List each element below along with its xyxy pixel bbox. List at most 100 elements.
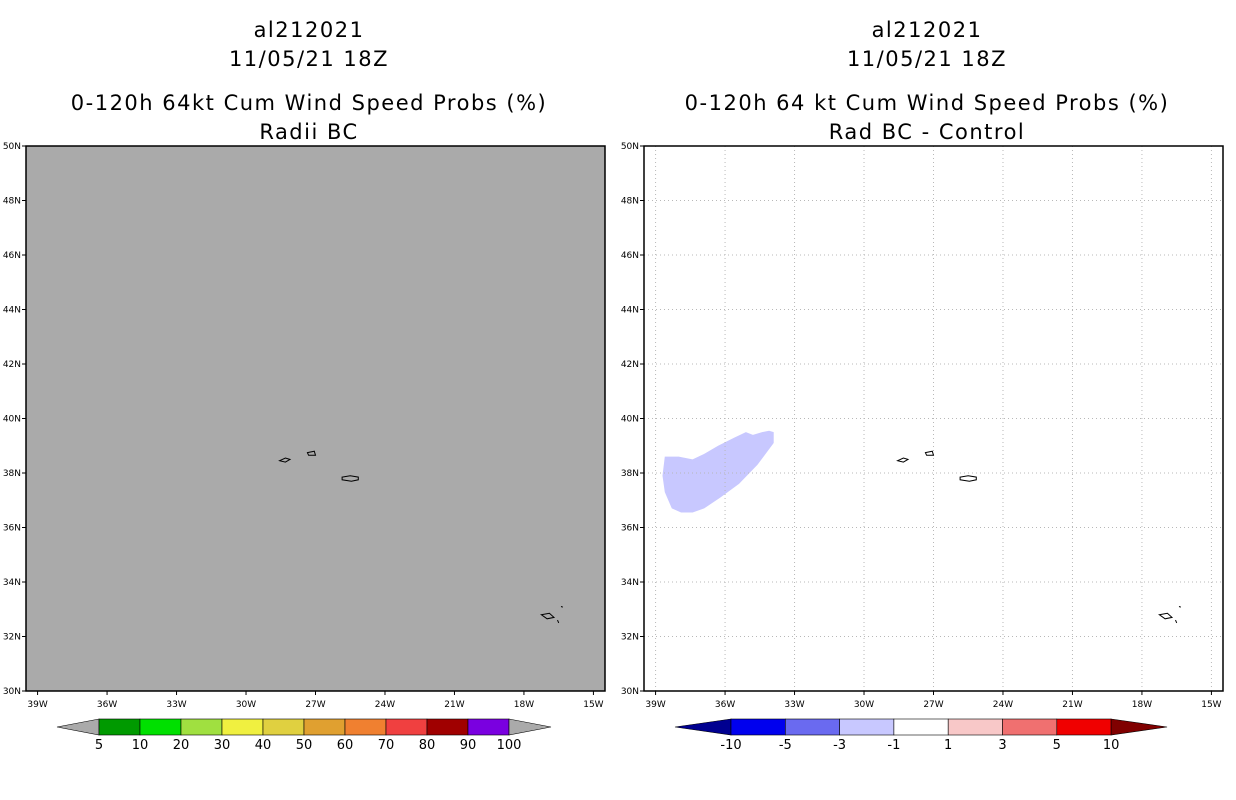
- lat-tick-label: 46N: [3, 251, 21, 261]
- colorbar-swatch: [180, 718, 223, 736]
- lat-tick-label: 48N: [621, 197, 639, 207]
- datetime: 11/05/21 18Z: [846, 47, 1008, 71]
- colorbar-swatch: [98, 718, 141, 736]
- lon-tick-label: 15W: [1201, 700, 1221, 710]
- lat-tick-label: 36N: [3, 524, 21, 534]
- colorbar-label: 5: [1053, 738, 1061, 753]
- lon-tick-label: 30W: [854, 700, 874, 710]
- island-outline: [341, 475, 359, 482]
- lat-tick-label: 30N: [3, 687, 21, 697]
- lon-tick-label: 33W: [784, 700, 804, 710]
- colorbar-label: 10: [1103, 738, 1120, 753]
- colorbar-swatch: [730, 718, 786, 736]
- colorbar-label: 80: [419, 738, 436, 753]
- colorbar-label: 3: [998, 738, 1006, 753]
- lat-tick-label: 42N: [3, 360, 21, 370]
- colorbar-label: -5: [779, 738, 792, 753]
- plot-subtitle: Rad BC - Control: [828, 120, 1026, 144]
- lat-tick-label: 38N: [3, 469, 21, 479]
- plot-title: 0-120h 64 kt Cum Wind Speed Probs (%): [684, 91, 1170, 115]
- colorbar-swatch: [1002, 718, 1058, 736]
- island-outline: [1175, 619, 1178, 624]
- island-outline: [924, 450, 935, 456]
- probability-difference-region: [662, 430, 774, 513]
- colorbar-label: 40: [255, 738, 272, 753]
- colorbar-label: -10: [720, 738, 741, 753]
- lat-tick-label: 46N: [621, 251, 639, 261]
- colorbar-swatch: [947, 718, 1003, 736]
- storm-id: al212021: [871, 18, 983, 42]
- colorbar-label: 60: [337, 738, 354, 753]
- island-outline: [278, 457, 292, 463]
- lon-tick-label: 21W: [1062, 700, 1082, 710]
- storm-id: al212021: [253, 18, 365, 42]
- island-outline: [540, 612, 556, 620]
- lon-tick-label: 39W: [645, 700, 665, 710]
- colorbar-label: -1: [887, 738, 900, 753]
- lat-tick-label: 48N: [3, 197, 21, 207]
- colorbar-swatch: [1056, 718, 1112, 736]
- datetime: 11/05/21 18Z: [228, 47, 390, 71]
- colorbar-arrow-right: [1110, 718, 1168, 736]
- colorbar-label: 10: [132, 738, 149, 753]
- colorbar-label: -3: [833, 738, 846, 753]
- lat-tick-label: 42N: [621, 360, 639, 370]
- colorbar-swatch: [426, 718, 469, 736]
- lon-tick-label: 36W: [715, 700, 735, 710]
- colorbar-swatch: [303, 718, 346, 736]
- colorbar-swatch: [139, 718, 182, 736]
- lon-tick-label: 39W: [27, 700, 47, 710]
- lat-tick-label: 38N: [621, 469, 639, 479]
- lat-tick-label: 30N: [621, 687, 639, 697]
- colorbar-swatch: [385, 718, 428, 736]
- map-plot: 39W 36W 33W 30W 27W 24W 21W 18W 15W 50N 48N 46N 44N 4…: [621, 142, 1224, 753]
- colorbar-label: 20: [173, 738, 190, 753]
- lon-tick-label: 30W: [236, 700, 256, 710]
- colorbar-swatch: [467, 718, 510, 736]
- lon-tick-label: 24W: [375, 700, 395, 710]
- lon-tick-label: 33W: [166, 700, 186, 710]
- island-outline: [557, 619, 560, 624]
- lon-tick-label: 18W: [1132, 700, 1152, 710]
- island-outline: [1178, 606, 1181, 608]
- colorbar-arrow-right: [508, 718, 552, 736]
- lon-tick-label: 15W: [583, 700, 603, 710]
- left-panel: al212021 11/05/21 18Z 0-120h 64kt Cum Wi…: [3, 18, 606, 753]
- lat-tick-label: 40N: [3, 415, 21, 425]
- plot-area: [26, 146, 605, 691]
- lat-tick-label: 32N: [621, 633, 639, 643]
- lon-tick-label: 24W: [993, 700, 1013, 710]
- colorbar-swatch: [785, 718, 840, 736]
- lon-tick-label: 27W: [305, 700, 325, 710]
- island-outline: [896, 457, 910, 463]
- lon-tick-label: 27W: [923, 700, 943, 710]
- lat-tick-label: 36N: [621, 524, 639, 534]
- lat-tick-label: 44N: [3, 306, 21, 316]
- island-outline: [306, 450, 317, 456]
- colorbar-label: 1: [944, 738, 952, 753]
- colorbar-swatch: [893, 718, 949, 736]
- colorbar-label: 50: [296, 738, 313, 753]
- colorbar-swatch: [839, 718, 895, 736]
- lon-tick-label: 18W: [514, 700, 534, 710]
- lat-tick-label: 50N: [3, 142, 21, 152]
- lon-tick-label: 21W: [444, 700, 464, 710]
- colorbar-arrow-left: [56, 718, 100, 736]
- island-outline: [1158, 612, 1174, 620]
- colorbar-swatch: [221, 718, 264, 736]
- island-outline: [959, 475, 977, 482]
- right-panel: al212021 11/05/21 18Z 0-120h 64 kt Cum W…: [618, 0, 1236, 800]
- plot-title: 0-120h 64kt Cum Wind Speed Probs (%): [70, 91, 548, 115]
- lat-tick-label: 32N: [3, 633, 21, 643]
- plot-subtitle: Radii BC: [259, 120, 359, 144]
- lat-tick-label: 44N: [621, 306, 639, 316]
- lat-tick-label: 34N: [621, 578, 639, 588]
- colorbar-label: 70: [378, 738, 395, 753]
- colorbar-arrow-left: [674, 718, 732, 736]
- colorbar-label: 100: [497, 738, 522, 753]
- colorbar-label: 5: [95, 738, 103, 753]
- colorbar-label: 90: [460, 738, 477, 753]
- colorbar-label: 30: [214, 738, 231, 753]
- colorbar-swatch: [344, 718, 387, 736]
- lat-tick-label: 40N: [621, 415, 639, 425]
